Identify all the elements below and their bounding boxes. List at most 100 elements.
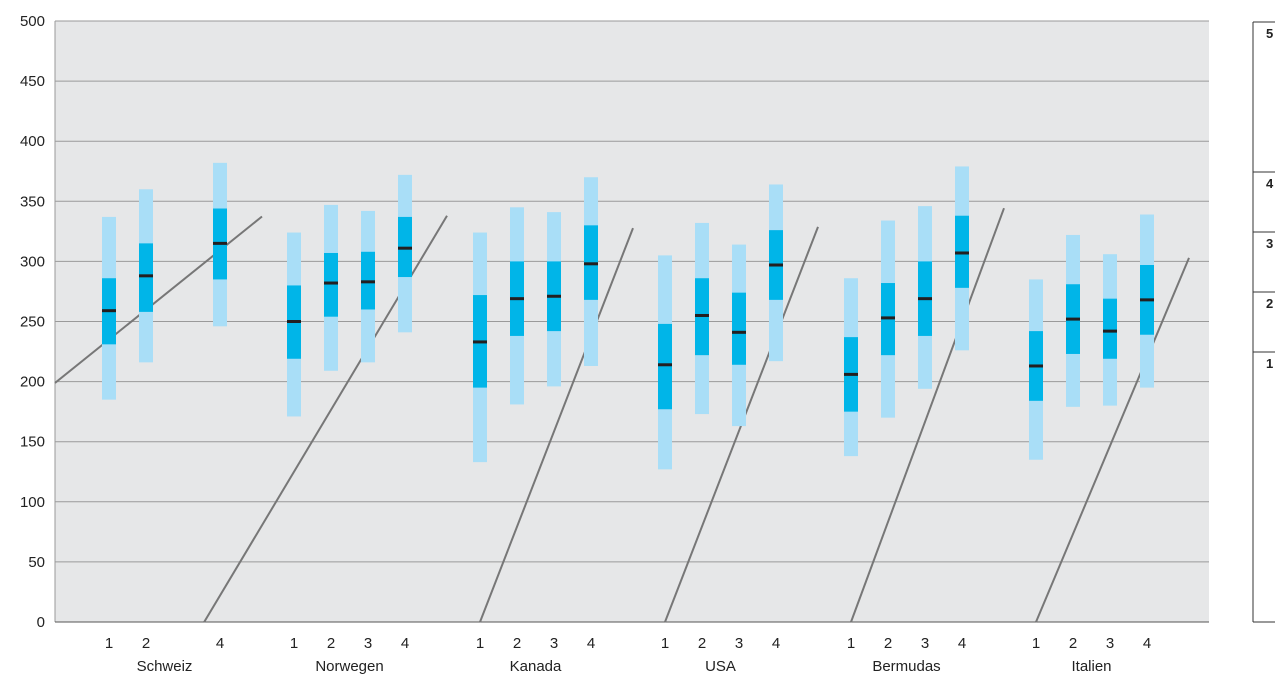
box-Schweiz-4 bbox=[213, 162, 227, 327]
x-level-label: 1 bbox=[1032, 635, 1040, 652]
box-USA-3 bbox=[732, 244, 746, 427]
box-Kanada-1 bbox=[473, 232, 487, 463]
box-Schweiz-1 bbox=[102, 216, 116, 400]
mean-marker bbox=[695, 313, 709, 317]
y-tick-label: 0 bbox=[37, 614, 45, 631]
mean-marker bbox=[844, 372, 858, 376]
y-tick-label: 300 bbox=[20, 253, 45, 270]
box-Norwegen-1 bbox=[287, 232, 301, 417]
box-Italien-2 bbox=[1066, 234, 1080, 407]
box-Kanada-3 bbox=[547, 212, 561, 387]
y-tick-label: 100 bbox=[20, 494, 45, 511]
x-category-label: USA bbox=[705, 658, 736, 675]
x-level-label: 2 bbox=[1069, 635, 1077, 652]
x-level-label: 2 bbox=[513, 635, 521, 652]
x-level-label: 2 bbox=[142, 635, 150, 652]
mean-marker bbox=[732, 330, 746, 334]
mean-marker bbox=[510, 297, 524, 301]
box-Norwegen-4 bbox=[398, 174, 412, 333]
y-tick-label: 200 bbox=[20, 374, 45, 391]
box-Norwegen-2 bbox=[324, 204, 338, 371]
y-axis-ticks: 0 50 100 150 200 250 300 350 400 450 500 bbox=[20, 13, 45, 631]
trend-line bbox=[479, 227, 634, 623]
x-level-label: 2 bbox=[698, 635, 706, 652]
x-level-label: 4 bbox=[1143, 635, 1151, 652]
y-tick-label: 400 bbox=[20, 133, 45, 150]
x-category-label: Schweiz bbox=[137, 658, 193, 675]
box-Italien-4 bbox=[1140, 214, 1154, 388]
x-level-label: 3 bbox=[1106, 635, 1114, 652]
mean-marker bbox=[324, 281, 338, 285]
mean-marker bbox=[658, 363, 672, 367]
x-category-label: Italien bbox=[1071, 658, 1111, 675]
inner-range-bar bbox=[324, 252, 338, 317]
y-tick-label: 250 bbox=[20, 314, 45, 331]
x-level-label: 3 bbox=[735, 635, 743, 652]
mean-marker bbox=[1066, 317, 1080, 321]
box-USA-1 bbox=[658, 255, 672, 470]
box-Norwegen-3 bbox=[361, 210, 375, 363]
trend-lines bbox=[54, 207, 1190, 623]
mean-marker bbox=[102, 309, 116, 313]
mean-marker bbox=[584, 262, 598, 266]
mean-marker bbox=[547, 294, 561, 298]
legend-level-label: 5 bbox=[1266, 26, 1273, 41]
x-category-label: Kanada bbox=[510, 658, 562, 675]
mean-marker bbox=[1103, 329, 1117, 333]
x-level-label: 3 bbox=[921, 635, 929, 652]
x-level-label: 3 bbox=[364, 635, 372, 652]
mean-marker bbox=[881, 316, 895, 320]
x-level-label: 1 bbox=[847, 635, 855, 652]
side-legend: 5 4 3 2 1 bbox=[1252, 21, 1275, 623]
mean-marker bbox=[473, 340, 487, 344]
x-level-label: 1 bbox=[105, 635, 113, 652]
box-Italien-1 bbox=[1029, 279, 1043, 460]
box-Kanada-4 bbox=[584, 177, 598, 366]
x-level-label: 1 bbox=[661, 635, 669, 652]
trend-line bbox=[54, 215, 263, 384]
mean-marker bbox=[287, 320, 301, 323]
x-level-label: 1 bbox=[476, 635, 484, 652]
legend-level-label: 3 bbox=[1266, 236, 1273, 251]
mean-marker bbox=[139, 274, 153, 278]
box-Italien-3 bbox=[1103, 254, 1117, 406]
x-level-label: 2 bbox=[327, 635, 335, 652]
inner-range-bar bbox=[732, 292, 746, 365]
box-Bermudas-2 bbox=[881, 220, 895, 418]
inner-range-bar bbox=[1103, 298, 1117, 359]
x-level-label: 4 bbox=[216, 635, 224, 652]
box-Bermudas-4 bbox=[955, 166, 969, 351]
inner-range-bar bbox=[658, 323, 672, 410]
y-tick-label: 500 bbox=[20, 13, 45, 30]
mean-marker bbox=[361, 280, 375, 284]
mean-marker bbox=[955, 251, 969, 255]
mean-marker bbox=[918, 297, 932, 301]
legend-level-label: 2 bbox=[1266, 296, 1273, 311]
mean-marker bbox=[1140, 298, 1154, 302]
x-level-label: 4 bbox=[772, 635, 780, 652]
x-level-label: 4 bbox=[587, 635, 595, 652]
box-Kanada-2 bbox=[510, 207, 524, 405]
x-category-label: Bermudas bbox=[872, 658, 940, 675]
x-level-label: 3 bbox=[550, 635, 558, 652]
legend-level-label: 1 bbox=[1266, 356, 1273, 371]
box-Bermudas-3 bbox=[918, 206, 932, 389]
box-USA-4 bbox=[769, 184, 783, 362]
gridlines bbox=[54, 20, 1209, 623]
boxes bbox=[102, 162, 1154, 470]
x-level-label: 4 bbox=[401, 635, 409, 652]
x-level-label: 1 bbox=[290, 635, 298, 652]
y-tick-label: 350 bbox=[20, 193, 45, 210]
y-tick-label: 50 bbox=[28, 554, 45, 571]
x-axis-labels: 1 2 4 Schweiz 1 2 3 4 Norwegen 1 2 3 4 Kanada 1 2 3 4 USA 1… bbox=[105, 635, 1151, 675]
mean-marker bbox=[1029, 364, 1043, 368]
box-USA-2 bbox=[695, 222, 709, 415]
legend-level-label: 4 bbox=[1266, 176, 1274, 191]
x-category-label: Norwegen bbox=[315, 658, 383, 675]
trend-line bbox=[850, 207, 1005, 623]
box-Schweiz-2 bbox=[139, 189, 153, 363]
box-Bermudas-1 bbox=[844, 278, 858, 457]
mean-marker bbox=[398, 246, 412, 250]
y-tick-label: 450 bbox=[20, 73, 45, 90]
